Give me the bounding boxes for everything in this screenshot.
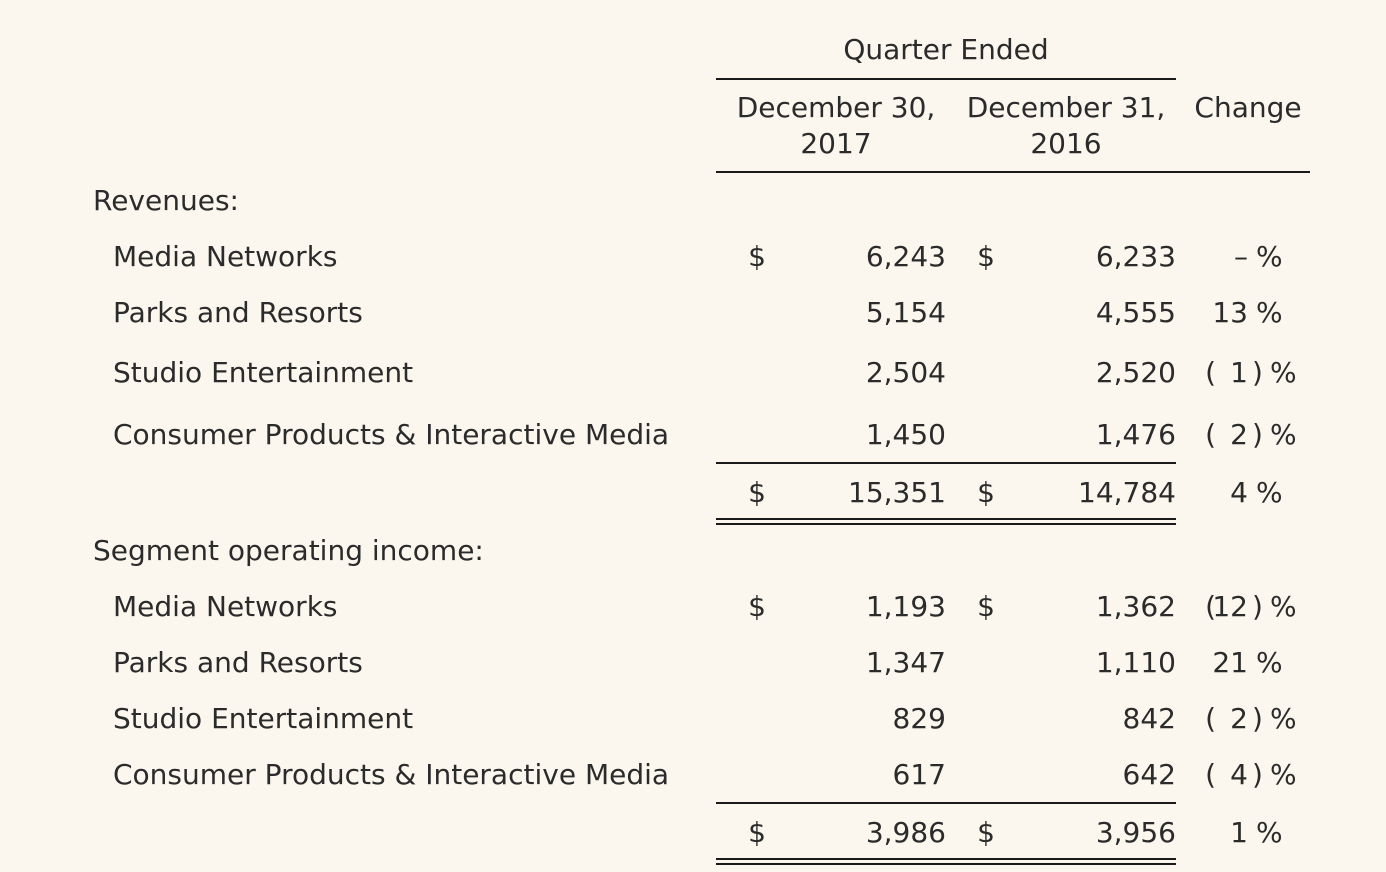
revenues-total-dollar-2017: $	[748, 476, 766, 509]
income-total-pct: %	[1256, 816, 1283, 849]
change-value: 12	[1212, 590, 1248, 623]
value-2017: 6,243	[865, 240, 946, 273]
col-2016-header: December 31, 2016	[946, 90, 1186, 162]
value-2017: 829	[892, 702, 946, 735]
change-open-paren: (	[1205, 758, 1216, 791]
value-2017: 5,154	[865, 296, 946, 329]
income-total-2017: 3,986	[865, 816, 946, 849]
value-2017: 617	[892, 758, 946, 791]
income-total-double-rule	[716, 858, 1176, 865]
col-2017-header-line1: December 30,	[736, 91, 936, 124]
value-2016: 1,362	[1095, 590, 1176, 623]
value-2016: 1,110	[1095, 646, 1176, 679]
change-value: 13	[1212, 296, 1248, 329]
change-value: 1	[1230, 356, 1248, 389]
value-2016: 842	[1122, 702, 1176, 735]
row-label: Media Networks	[113, 240, 338, 273]
revenues-total-2016: 14,784	[1078, 476, 1176, 509]
header-rule	[716, 78, 1176, 80]
change-close-paren: )	[1252, 758, 1263, 791]
change-value: 4	[1230, 758, 1248, 791]
revenues-title: Revenues:	[93, 184, 239, 217]
change-value: 2	[1230, 418, 1248, 451]
value-2016: 1,476	[1095, 418, 1176, 451]
change-pct: %	[1270, 356, 1297, 389]
change-value: 2	[1230, 702, 1248, 735]
col-2017-header-line2: 2017	[800, 127, 872, 160]
row-label: Parks and Resorts	[113, 296, 363, 329]
change-close-paren: )	[1252, 418, 1263, 451]
change-value: –	[1234, 240, 1248, 273]
value-2017: 1,193	[865, 590, 946, 623]
col-2016-header-line1: December 31,	[966, 91, 1166, 124]
income-total-change: 1	[1230, 816, 1248, 849]
income-title: Segment operating income:	[93, 534, 484, 567]
value-2017: 1,450	[865, 418, 946, 451]
value-2016: 2,520	[1095, 356, 1176, 389]
revenues-total-2017: 15,351	[848, 476, 946, 509]
income-total-2016: 3,956	[1095, 816, 1176, 849]
header-bottom-rule	[716, 171, 1310, 173]
value-2016: 4,555	[1095, 296, 1176, 329]
quarter-ended-header: Quarter Ended	[843, 33, 1049, 66]
row-label: Studio Entertainment	[113, 356, 414, 389]
value-2016: 6,233	[1095, 240, 1176, 273]
value-2017: 2,504	[865, 356, 946, 389]
change-open-paren: (	[1205, 418, 1216, 451]
change-open-paren: (	[1205, 356, 1216, 389]
change-open-paren: (	[1205, 702, 1216, 735]
change-pct: %	[1270, 590, 1297, 623]
dollar-sign-2017: $	[748, 240, 766, 273]
row-label: Parks and Resorts	[113, 646, 363, 679]
value-2017: 1,347	[865, 646, 946, 679]
change-close-paren: )	[1252, 702, 1263, 735]
change-pct: %	[1256, 296, 1283, 329]
change-pct: %	[1270, 418, 1297, 451]
dollar-sign-2016: $	[977, 590, 995, 623]
change-open-paren: (	[1205, 590, 1216, 623]
dollar-sign-2016: $	[977, 240, 995, 273]
revenues-total-pct: %	[1256, 476, 1283, 509]
dollar-sign-2017: $	[748, 590, 766, 623]
row-label: Media Networks	[113, 590, 338, 623]
revenues-total-double-rule	[716, 518, 1176, 525]
row-label: Consumer Products & Interactive Media	[113, 758, 670, 791]
change-value: 21	[1212, 646, 1248, 679]
change-close-paren: )	[1252, 356, 1263, 389]
col-2016-header-line2: 2016	[1030, 127, 1102, 160]
change-pct: %	[1256, 240, 1283, 273]
change-pct: %	[1256, 646, 1283, 679]
row-label: Consumer Products & Interactive Media	[113, 418, 670, 451]
income-subtotal-rule	[716, 802, 1176, 804]
change-pct: %	[1270, 702, 1297, 735]
revenues-total-change: 4	[1230, 476, 1248, 509]
change-close-paren: )	[1252, 590, 1263, 623]
change-pct: %	[1270, 758, 1297, 791]
value-2016: 642	[1122, 758, 1176, 791]
income-total-dollar-2017: $	[748, 816, 766, 849]
row-label: Studio Entertainment	[113, 702, 414, 735]
income-total-dollar-2016: $	[977, 816, 995, 849]
col-2017-header: December 30, 2017	[716, 90, 956, 162]
revenues-total-dollar-2016: $	[977, 476, 995, 509]
revenues-subtotal-rule	[716, 462, 1176, 464]
change-header: Change	[1194, 91, 1302, 124]
